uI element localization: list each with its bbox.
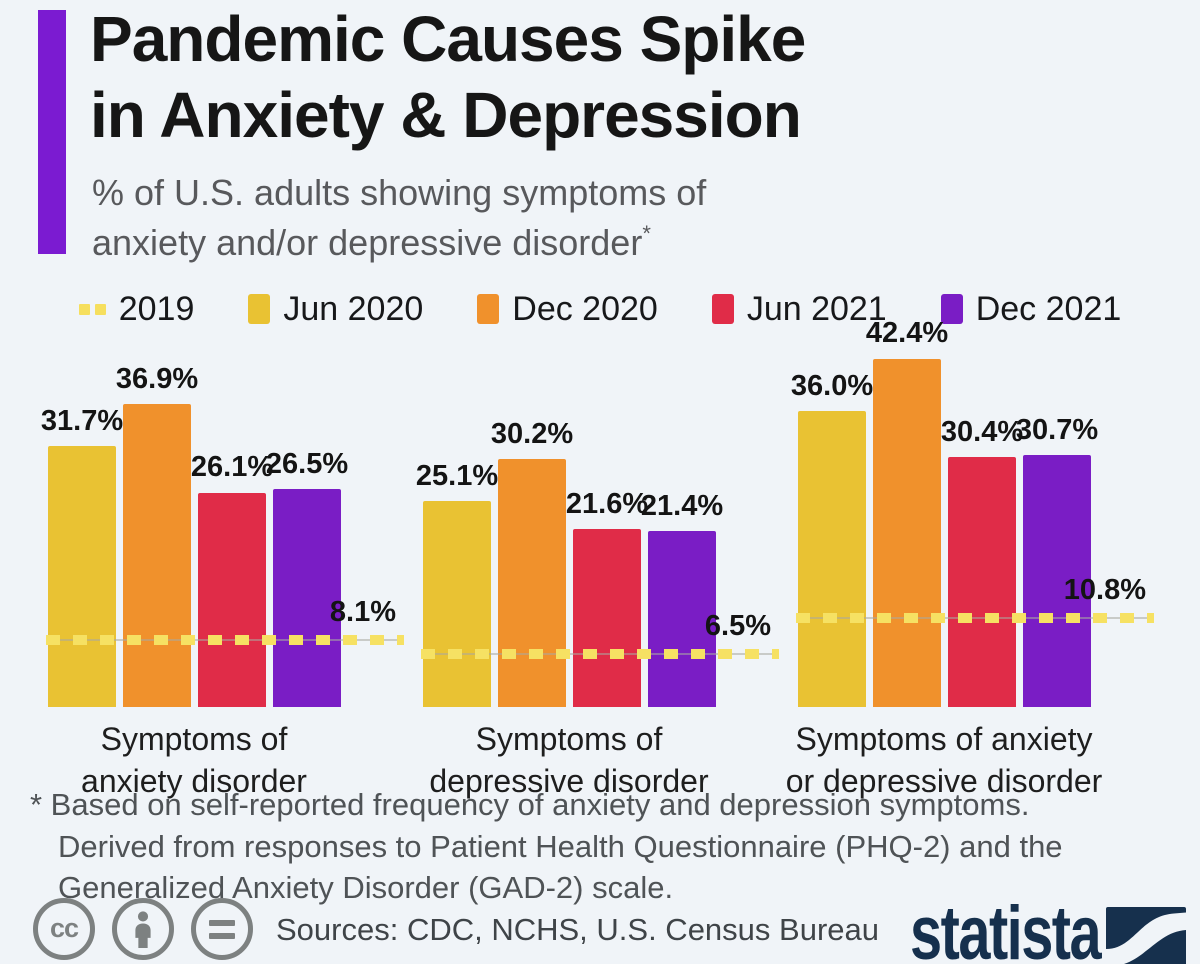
- page-title: Pandemic Causes Spike in Anxiety & Depre…: [90, 2, 806, 153]
- reference-line-2019: [46, 635, 404, 646]
- legend-item-dec-2021: Dec 2021: [940, 289, 1122, 329]
- statista-logo[interactable]: statista: [850, 896, 1186, 964]
- footnote-line-2: Derived from responses to Patient Health…: [58, 828, 1063, 864]
- legend-label: Dec 2021: [975, 289, 1122, 328]
- chart-subtitle: % of U.S. adults showing symptoms of anx…: [92, 168, 706, 267]
- title-accent-bar: [38, 10, 66, 254]
- bar-chart: 31.7% 36.9% 26.1% 26.5% 8.1% 25.1% 30.2% 21.6% 2…: [0, 317, 1200, 707]
- legend-swatch: [940, 294, 963, 324]
- person-glyph: [135, 911, 151, 948]
- title-line-1: Pandemic Causes Spike: [90, 3, 806, 75]
- group-label-3: Symptoms of anxiety or depressive disorde…: [785, 721, 1103, 799]
- bar-value-label: 25.1%: [415, 459, 499, 492]
- legend-swatch: [248, 294, 271, 324]
- legend-label: 2019: [118, 289, 195, 328]
- legend-item-jun-2021: Jun 2021: [711, 289, 887, 329]
- footnote: * Based on self-reported frequency of an…: [30, 784, 1063, 909]
- group-label-2: Symptoms of depressive disorder: [429, 721, 709, 799]
- bar-jun-2021-group3: [948, 457, 1016, 707]
- bar-value-label: 42.4%: [865, 317, 949, 350]
- reference-line-value-label: 6.5%: [704, 609, 771, 642]
- attribution-person-icon[interactable]: [112, 898, 174, 960]
- bar-value-label: 30.4%: [940, 416, 1024, 449]
- bar-value-label: 21.6%: [565, 488, 649, 521]
- equals-icon[interactable]: [191, 898, 253, 960]
- bar-value-label: 26.5%: [265, 448, 349, 481]
- statista-wordmark: statista: [909, 891, 1102, 964]
- sources-text: Sources: CDC, NCHS, U.S. Census Bureau: [276, 912, 879, 947]
- equals-glyph: [209, 919, 235, 939]
- bar-value-label: 30.7%: [1015, 413, 1099, 446]
- cc-icon-label: cc: [49, 912, 79, 943]
- legend-label: Dec 2020: [512, 289, 658, 328]
- bar-value-label: 21.4%: [640, 490, 724, 523]
- footnote-asterisk: *: [642, 220, 651, 246]
- reference-line-2019: [796, 613, 1154, 624]
- bar-dec-2021-group2: [648, 531, 716, 707]
- bar-jun-2020-group2: [423, 500, 491, 707]
- legend-item-jun-2020: Jun 2020: [248, 290, 423, 329]
- bar-jun-2021-group1: [198, 492, 266, 707]
- cc-icon[interactable]: cc: [33, 898, 95, 960]
- footnote-line-1: * Based on self-reported frequency of an…: [30, 787, 1030, 822]
- legend: 2019 Jun 2020 Dec 2020 Jun 2021 Dec 2021: [0, 287, 1200, 331]
- legend-item-dec-2020: Dec 2020: [477, 290, 658, 329]
- reference-line-2019: [421, 648, 779, 659]
- bar-dec-2021-group3: [1023, 454, 1091, 707]
- bar-value-label: 26.1%: [190, 451, 274, 484]
- bar-value-label: 36.0%: [790, 370, 874, 403]
- bar-dec-2020-group3: [873, 358, 941, 707]
- bar-value-label: 36.9%: [115, 362, 199, 395]
- statista-mark-icon: [1106, 907, 1186, 964]
- legend-swatch: [78, 303, 106, 315]
- legend-label: Jun 2021: [746, 289, 887, 328]
- bar-dec-2020-group1: [123, 403, 191, 707]
- reference-line-value-label: 8.1%: [329, 596, 396, 629]
- legend-swatch: [711, 294, 734, 324]
- reference-line-value-label: 10.8%: [1063, 574, 1146, 607]
- bar-jun-2021-group2: [573, 529, 641, 707]
- bar-value-label: 31.7%: [40, 405, 124, 438]
- bar-jun-2020-group3: [798, 411, 866, 707]
- license-icons: cc: [33, 898, 253, 960]
- footnote-line-3: Generalized Anxiety Disorder (GAD-2) sca…: [58, 870, 674, 906]
- legend-swatch: [477, 294, 500, 324]
- title-line-2: in Anxiety & Depression: [90, 78, 802, 151]
- bar-value-label: 30.2%: [490, 417, 574, 450]
- group-label-1: Symptoms of anxiety disorder: [81, 721, 307, 799]
- subtitle-line-1: % of U.S. adults showing symptoms of: [92, 172, 707, 213]
- bar-dec-2021-group1: [273, 489, 341, 707]
- legend-item-2019: 2019: [78, 289, 195, 329]
- legend-label: Jun 2020: [283, 289, 424, 328]
- bar-dec-2020-group2: [498, 458, 566, 707]
- bar-jun-2020-group1: [48, 446, 116, 707]
- subtitle-line-2: anxiety and/or depressive disorder: [92, 221, 643, 263]
